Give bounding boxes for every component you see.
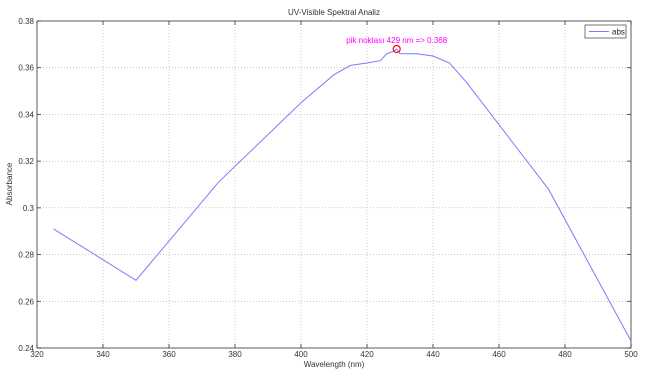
annotation-layer: pik noktası 429 nm => 0.368 [346, 36, 448, 54]
y-tick-label: 0.24 [18, 344, 34, 353]
y-tick-label: 0.34 [18, 110, 34, 119]
peak-marker [392, 44, 401, 54]
x-tick-label: 360 [162, 350, 176, 359]
y-axis-label: Absorbance [5, 162, 14, 205]
y-tick-label: 0.32 [18, 157, 34, 166]
x-tick-label: 340 [96, 350, 110, 359]
x-tick-label: 480 [558, 350, 572, 359]
y-tick-label: 0.38 [18, 17, 34, 26]
x-tick-label: 440 [426, 350, 440, 359]
x-tick-label: 400 [294, 350, 308, 359]
y-tick-label: 0.26 [18, 297, 34, 306]
y-tick-label: 0.28 [18, 251, 34, 260]
x-tick-label: 460 [492, 350, 506, 359]
x-tick-label: 320 [30, 350, 44, 359]
y-tick-label: 0.3 [23, 204, 35, 213]
x-axis-label: Wavelength (nm) [304, 360, 365, 369]
axes: 320 340 360 380 400 420 440 460 480 500 0.24 0.26 0.… [18, 17, 638, 359]
x-tick-label: 380 [228, 350, 242, 359]
axes-frame [36, 20, 632, 349]
x-tick-label: 500 [624, 350, 638, 359]
x-tick-label: 420 [360, 350, 374, 359]
chart-title: UV-Visible Spektral Analiz [288, 8, 380, 17]
plot-area [37, 21, 631, 348]
legend: abs [584, 24, 627, 39]
peak-annotation-label: pik noktası 429 nm => 0.368 [346, 36, 448, 45]
legend-label-abs: abs [612, 28, 625, 37]
grid-lines [37, 21, 631, 348]
y-tick-label: 0.36 [18, 64, 34, 73]
